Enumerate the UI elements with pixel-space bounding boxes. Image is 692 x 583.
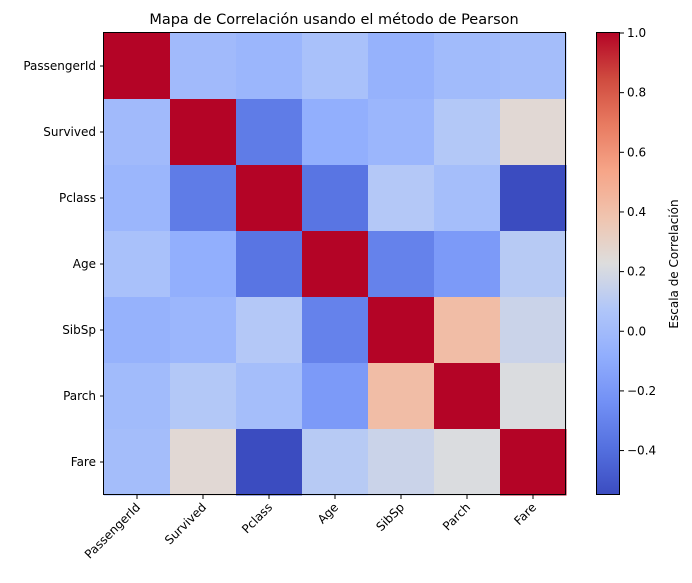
colorbar bbox=[596, 32, 620, 495]
y-tick-label: PassengerId bbox=[23, 59, 96, 73]
heatmap-cell bbox=[236, 165, 303, 232]
heatmap-cell bbox=[104, 429, 171, 496]
x-tick-label: Parch bbox=[440, 500, 473, 533]
heatmap-cell bbox=[302, 297, 369, 364]
heatmap-cell bbox=[368, 231, 435, 298]
heatmap-cell bbox=[434, 429, 501, 496]
heatmap-cell bbox=[434, 99, 501, 166]
heatmap-cell bbox=[104, 165, 171, 232]
heatmap-cell bbox=[368, 429, 435, 496]
heatmap-cell bbox=[302, 165, 369, 232]
x-axis: PassengerId Survived Pclass Age SibSp Parch Fa… bbox=[82, 495, 539, 561]
colorbar-tick-label: 0.8 bbox=[627, 86, 646, 100]
y-tick-label: Age bbox=[73, 257, 96, 271]
heatmap-cell bbox=[500, 429, 567, 496]
colorbar-tick-label: 1.0 bbox=[627, 26, 646, 40]
chart-title: Mapa de Correlación usando el método de … bbox=[149, 12, 518, 28]
y-tick-label: Survived bbox=[43, 125, 96, 139]
heatmap-cell bbox=[368, 165, 435, 232]
colorbar-tick-label: −0.4 bbox=[627, 444, 656, 458]
heatmap-cell bbox=[170, 99, 237, 166]
colorbar-axis: −0.4 −0.2 0.0 0.2 0.4 0.6 0.8 1.0 bbox=[620, 26, 656, 458]
heatmap-cell bbox=[368, 363, 435, 430]
heatmap-cell bbox=[104, 231, 171, 298]
y-axis: PassengerId Survived Pclass Age SibSp Parch Fa… bbox=[23, 59, 104, 469]
heatmap-cells bbox=[104, 33, 567, 496]
heatmap-cell bbox=[434, 33, 501, 100]
colorbar-label: Escala de Correlación bbox=[667, 199, 681, 328]
heatmap-cell bbox=[170, 231, 237, 298]
colorbar-tick-label: 0.4 bbox=[627, 205, 646, 219]
colorbar-tick-label: −0.2 bbox=[627, 384, 656, 398]
colorbar-tick-label: 0.0 bbox=[627, 324, 646, 338]
heatmap-cell bbox=[236, 297, 303, 364]
heatmap-cell bbox=[104, 33, 171, 100]
heatmap-cell bbox=[104, 99, 171, 166]
heatmap-cell bbox=[500, 33, 567, 100]
heatmap-cell bbox=[236, 99, 303, 166]
colorbar-tick-label: 0.2 bbox=[627, 265, 646, 279]
heatmap-cell bbox=[236, 429, 303, 496]
heatmap-cell bbox=[500, 99, 567, 166]
x-tick-label: Age bbox=[315, 500, 341, 526]
x-tick-label: Pclass bbox=[239, 500, 275, 536]
heatmap-cell bbox=[236, 363, 303, 430]
heatmap-cell bbox=[104, 297, 171, 364]
heatmap-cell bbox=[170, 429, 237, 496]
y-tick-label: Parch bbox=[63, 389, 96, 403]
heatmap-cell bbox=[104, 363, 171, 430]
heatmap-cell bbox=[236, 33, 303, 100]
heatmap-cell bbox=[302, 429, 369, 496]
heatmap-cell bbox=[302, 231, 369, 298]
heatmap-cell bbox=[170, 33, 237, 100]
heatmap-cell bbox=[434, 165, 501, 232]
heatmap-cell bbox=[368, 33, 435, 100]
heatmap-cell bbox=[170, 297, 237, 364]
x-tick-label: SibSp bbox=[373, 500, 407, 534]
heatmap-cell bbox=[500, 231, 567, 298]
y-tick-label: SibSp bbox=[62, 323, 96, 337]
heatmap-cell bbox=[170, 363, 237, 430]
heatmap-cell bbox=[500, 297, 567, 364]
colorbar-tick-label: 0.6 bbox=[627, 145, 646, 159]
heatmap-cell bbox=[500, 165, 567, 232]
y-tick-label: Pclass bbox=[59, 191, 96, 205]
heatmap-cell bbox=[302, 99, 369, 166]
heatmap-cell bbox=[500, 363, 567, 430]
heatmap-cell bbox=[434, 297, 501, 364]
heatmap-cell bbox=[434, 231, 501, 298]
heatmap-cell bbox=[302, 33, 369, 100]
heatmap-cell bbox=[434, 363, 501, 430]
heatmap-cell bbox=[368, 99, 435, 166]
y-tick-label: Fare bbox=[71, 455, 96, 469]
x-tick-label: Survived bbox=[162, 500, 209, 547]
x-tick-label: Fare bbox=[511, 500, 539, 528]
heatmap-cell bbox=[302, 363, 369, 430]
heatmap-cell bbox=[368, 297, 435, 364]
x-tick-label: PassengerId bbox=[82, 500, 143, 561]
heatmap-cell bbox=[170, 165, 237, 232]
heatmap-cell bbox=[236, 231, 303, 298]
